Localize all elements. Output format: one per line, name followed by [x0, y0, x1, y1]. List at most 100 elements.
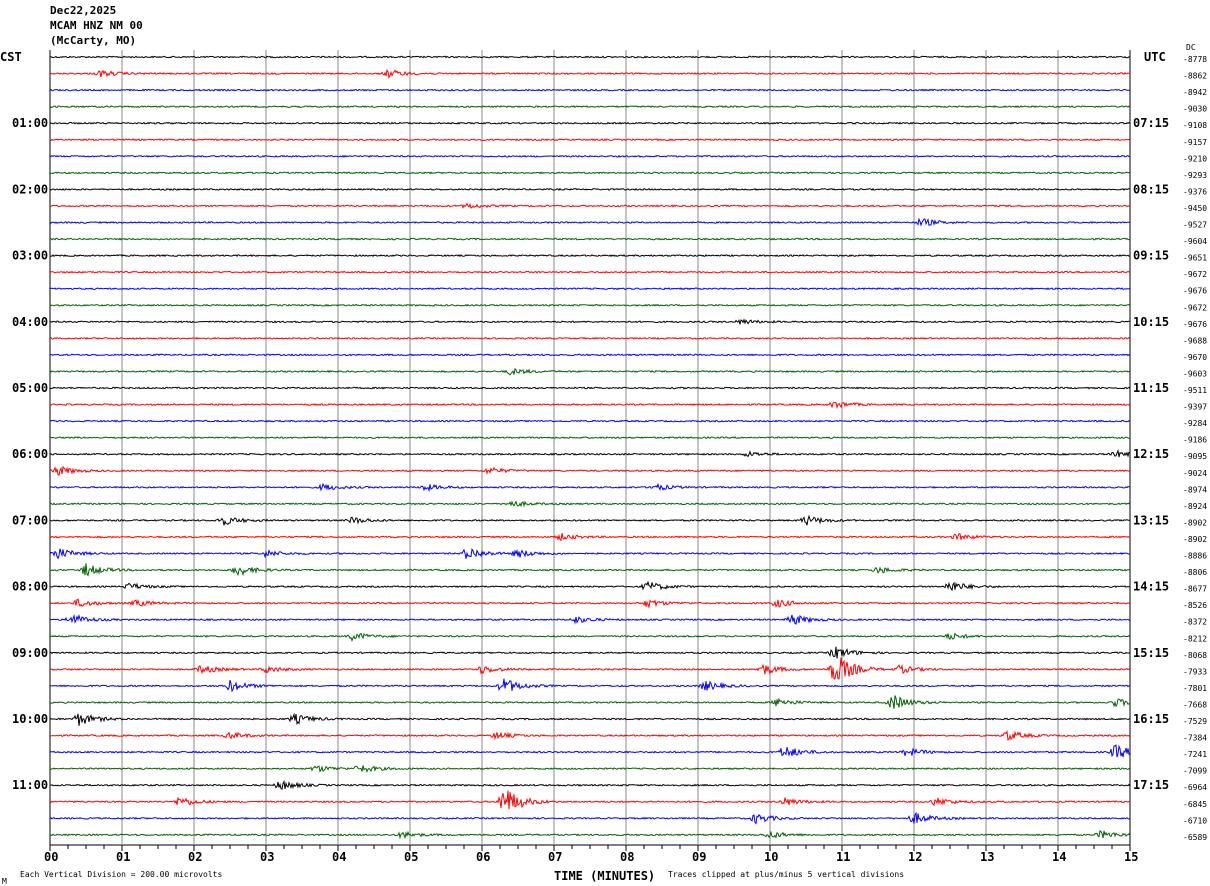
trace-line [49, 202, 1131, 209]
scale-note: Each Vertical Division = 200.00 microvol… [20, 870, 222, 879]
utc-hour-label: 14:15 [1133, 580, 1169, 594]
dc-offset-label: -6845 [1183, 800, 1207, 809]
trace-line [49, 632, 1131, 643]
dc-offset-label: -8806 [1183, 568, 1207, 577]
trace-line [49, 353, 1131, 357]
trace-line [49, 500, 1131, 508]
trace-line [49, 121, 1131, 125]
trace-line [50, 254, 1131, 258]
dc-offset-label: -9651 [1183, 254, 1207, 263]
trace-line [49, 138, 1131, 142]
x-axis-label: TIME (MINUTES) [554, 869, 655, 883]
dc-offset-label: -7384 [1183, 734, 1207, 743]
trace-line [49, 419, 1131, 423]
dc-offset-label: -9670 [1183, 353, 1207, 362]
utc-hour-label: 10:15 [1133, 315, 1169, 329]
trace-line [49, 287, 1131, 291]
dc-offset-label: -8942 [1183, 88, 1207, 97]
utc-hour-label: 09:15 [1133, 249, 1169, 263]
location-label: (McCarty, MO) [50, 34, 137, 47]
station-label: MCAM HNZ NM 00 [50, 19, 143, 32]
clip-note: Traces clipped at plus/minus 5 vertical … [668, 870, 904, 879]
cst-hour-label: 07:00 [12, 513, 48, 527]
x-tick-label: 08 [620, 850, 634, 864]
dc-offset-label: -9672 [1183, 270, 1207, 279]
trace-line [49, 55, 1131, 59]
x-tick-label: 07 [548, 850, 562, 864]
trace-line [49, 88, 1131, 92]
dc-offset-label: -7529 [1183, 717, 1207, 726]
dc-offset-label: -9527 [1183, 221, 1207, 230]
trace-line [49, 811, 1131, 825]
trace-line [49, 730, 1131, 741]
corner-mark: M [2, 877, 7, 886]
dc-offset-label: -8778 [1183, 55, 1207, 64]
trace-line [49, 765, 1131, 773]
trace-line [49, 367, 1131, 376]
x-tick-label: 10 [764, 850, 778, 864]
x-tick-label: 09 [692, 850, 706, 864]
dc-offset-label: -8902 [1183, 535, 1207, 544]
trace-line [50, 580, 1131, 592]
trace-line [49, 171, 1131, 175]
cst-hour-label: 01:00 [12, 116, 48, 130]
cst-hour-label: 04:00 [12, 315, 48, 329]
utc-label: UTC [1144, 50, 1166, 64]
dc-offset-label: -9108 [1183, 121, 1207, 130]
trace-line [49, 678, 1131, 693]
trace-line [49, 336, 1131, 340]
dc-offset-label: -8372 [1183, 618, 1207, 627]
dc-offset-label: -9397 [1183, 403, 1207, 412]
dc-offset-label: -9210 [1183, 154, 1207, 163]
utc-hour-label: 16:15 [1133, 712, 1169, 726]
trace-line [49, 465, 1131, 476]
trace-line [49, 547, 1130, 560]
dc-offset-label: -9095 [1183, 452, 1207, 461]
dc-offset-label: -9688 [1183, 336, 1207, 345]
dc-offset-label: -9157 [1183, 138, 1207, 147]
x-tick-label: 03 [260, 850, 274, 864]
utc-hour-label: 11:15 [1133, 381, 1169, 395]
trace-line [49, 482, 1131, 493]
trace-line [49, 217, 1131, 227]
trace-line [49, 237, 1131, 241]
cst-hour-label: 05:00 [12, 381, 48, 395]
utc-hour-label: 17:15 [1133, 778, 1169, 792]
trace-line [49, 657, 1131, 680]
dc-offset-label: -8902 [1183, 518, 1207, 527]
x-tick-label: 13 [980, 850, 994, 864]
x-tick-label: 05 [404, 850, 418, 864]
x-tick-label: 02 [188, 850, 202, 864]
x-tick-label: 12 [908, 850, 922, 864]
dc-offset-label: -9186 [1183, 436, 1207, 445]
trace-line [49, 303, 1131, 307]
dc-offset-label: -7801 [1183, 684, 1207, 693]
trace-line [49, 514, 1131, 526]
trace-line [49, 790, 1131, 810]
x-tick-label: 04 [332, 850, 346, 864]
dc-offset-label: -9676 [1183, 287, 1207, 296]
cst-hour-label: 09:00 [12, 646, 48, 660]
dc-offset-label: -9603 [1183, 369, 1207, 378]
cst-hour-label: 11:00 [12, 778, 48, 792]
dc-offset-label: -8212 [1183, 634, 1207, 643]
trace-line [49, 436, 1131, 440]
trace-line [49, 68, 1131, 80]
dc-offset-label: -7099 [1183, 767, 1207, 776]
trace-line [49, 270, 1131, 274]
trace-line [49, 779, 1131, 790]
x-tick-label: 11 [836, 850, 850, 864]
trace-line [49, 646, 1131, 659]
trace-line [49, 533, 1131, 542]
utc-hour-label: 08:15 [1133, 182, 1169, 196]
dc-offset-label: -9604 [1183, 237, 1207, 246]
trace-line [49, 318, 1131, 325]
x-tick-label: 00 [44, 850, 58, 864]
dc-offset-label: -9450 [1183, 204, 1207, 213]
cst-hour-label: 10:00 [12, 712, 48, 726]
cst-label: CST [0, 50, 22, 64]
x-tick-label: 06 [476, 850, 490, 864]
trace-line [49, 187, 1130, 191]
dc-offset-label: -9672 [1183, 303, 1207, 312]
